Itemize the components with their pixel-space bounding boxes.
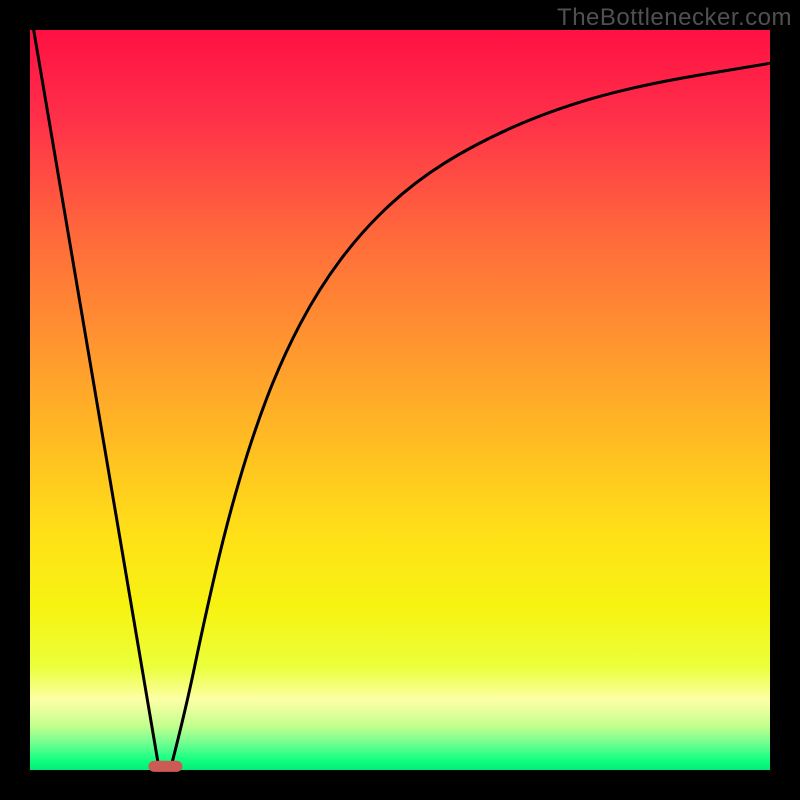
chart-container: TheBottlenecker.com	[0, 0, 800, 800]
valley-marker	[148, 761, 182, 772]
watermark-text: TheBottlenecker.com	[557, 4, 792, 32]
bottleneck-chart	[0, 0, 800, 800]
